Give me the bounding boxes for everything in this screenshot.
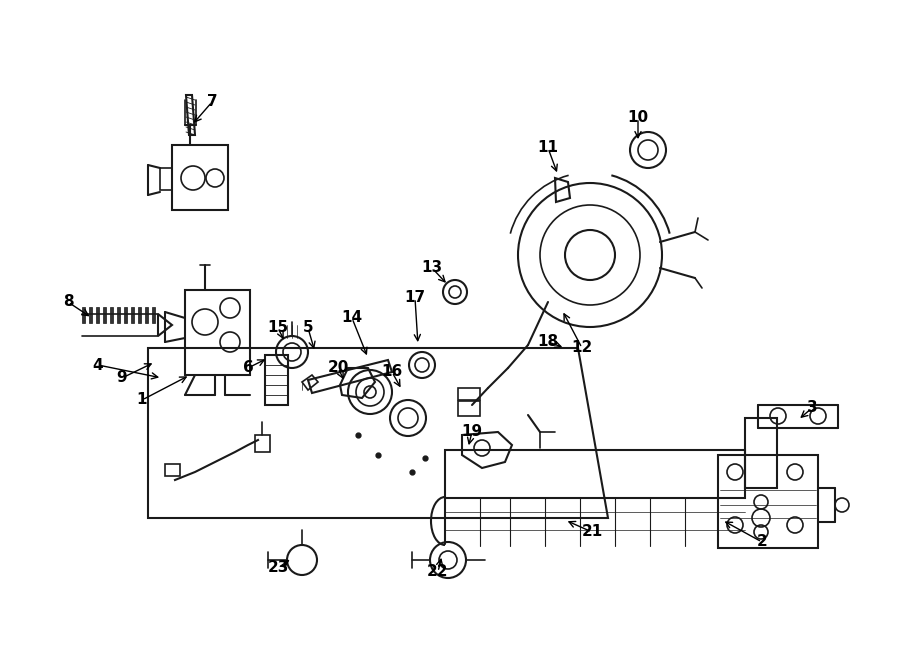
Text: 20: 20 [328,360,348,375]
Text: 16: 16 [382,364,402,379]
Text: 4: 4 [93,358,104,373]
Circle shape [770,408,786,424]
Circle shape [835,498,849,512]
Bar [458,401,480,416]
Bar [82,307,85,323]
Bar [124,307,127,323]
Bar [745,418,777,488]
Text: 10: 10 [627,110,649,126]
Bar [458,388,480,400]
Text: 15: 15 [267,321,289,336]
Circle shape [810,408,826,424]
Text: 6: 6 [243,360,254,375]
Text: 3: 3 [806,401,817,416]
Bar [110,307,113,323]
Text: 7: 7 [207,95,217,110]
Bar [138,307,141,323]
Text: 18: 18 [537,334,559,350]
Text: 17: 17 [404,290,426,305]
Text: 9: 9 [117,371,127,385]
Text: 8: 8 [63,295,73,309]
Text: 14: 14 [341,311,363,325]
Bar [103,307,106,323]
Text: 23: 23 [267,561,289,576]
Bar [445,450,745,498]
Bar [265,355,288,405]
Text: 1: 1 [137,393,148,407]
Text: 21: 21 [581,524,603,539]
Text: 11: 11 [537,141,559,155]
Text: 12: 12 [572,340,592,356]
Text: 13: 13 [421,260,443,276]
Bar [165,464,180,476]
Bar [117,307,120,323]
Bar [152,307,155,323]
Polygon shape [158,314,172,336]
Bar [89,307,92,323]
Text: 22: 22 [428,564,449,580]
Bar [131,307,134,323]
Text: 5: 5 [302,321,313,336]
Bar [145,307,148,323]
Text: 19: 19 [462,424,482,440]
Bar [96,307,99,323]
Text: 2: 2 [757,535,768,549]
